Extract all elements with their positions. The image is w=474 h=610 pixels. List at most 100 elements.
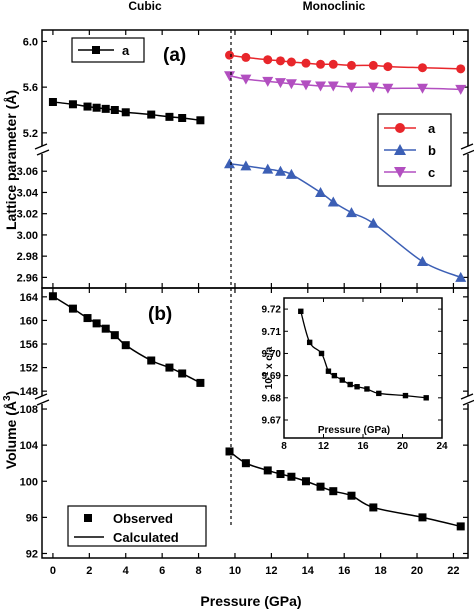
x-tick-label: 6: [159, 565, 165, 577]
axis-break-mark: [36, 149, 50, 156]
inset-x-tick-label: 20: [397, 441, 409, 452]
data-point: [262, 76, 274, 87]
y-tick-label: 5.6: [23, 82, 38, 94]
data-point: [455, 271, 467, 282]
phase-label-cubic: Cubic: [128, 0, 162, 13]
inset-frame: [283, 297, 443, 439]
data-point: [383, 62, 393, 72]
inset-x-tick-label: 24: [436, 441, 448, 452]
panel-b-frame: [41, 287, 469, 559]
data-point: [298, 308, 304, 315]
data-point: [263, 466, 272, 475]
axis-break-gap: [36, 146, 48, 154]
data-point: [225, 447, 234, 456]
legend-mono-b-marker: [394, 144, 406, 155]
subplot-a-upper: 5.2 5.6 6.0: [23, 36, 468, 140]
data-point: [240, 74, 252, 85]
axis-break-mark: [462, 149, 474, 156]
data-point: [196, 378, 205, 387]
data-point: [345, 82, 357, 93]
inset-y-tick-label: 9.71: [262, 327, 282, 338]
y-tick-label: 152: [20, 363, 38, 375]
data-point: [241, 52, 251, 62]
panel-frames: 0 2 4 6 8 10 12 14 16 18 20 22: [34, 29, 474, 577]
data-point: [121, 108, 130, 117]
legend-mono-a-marker: [395, 123, 405, 133]
data-point: [301, 477, 310, 486]
data-point: [48, 98, 57, 106]
legend-mono-b-label: b: [428, 143, 436, 158]
y-tick-label: 3.02: [17, 209, 38, 221]
y-tick-label: 156: [20, 339, 38, 351]
axis-break-mark: [36, 399, 50, 406]
data-point: [325, 368, 332, 374]
data-point: [347, 491, 356, 500]
data-point: [274, 165, 286, 176]
axis-break-mark: [462, 399, 474, 406]
series-a-monoclinic: [225, 50, 466, 74]
legend-cubic-a-marker: [92, 46, 100, 54]
inset-series: [298, 308, 429, 401]
legend-observed-marker: [84, 514, 92, 522]
inset-ylabel-sup: -1: [263, 372, 270, 378]
data-point: [301, 58, 311, 68]
inset-x-tick-label: 12: [318, 441, 330, 452]
data-point: [165, 363, 174, 372]
data-point: [455, 84, 467, 95]
data-point: [83, 314, 92, 323]
y-tick-label: 3.00: [17, 230, 38, 242]
data-point: [276, 470, 285, 479]
legend-calculated-label: Calculated: [113, 530, 179, 545]
inset-y-tick-label: 9.72: [262, 305, 282, 316]
phase-label-monoclinic: Monoclinic: [303, 0, 366, 13]
inset-chart: Pressure (GPa) 10-1 x c/a 8 12 16 20 24 9.67 9…: [262, 297, 448, 452]
data-point: [68, 304, 77, 313]
inset-ylabel: 10-1 x c/a: [263, 346, 275, 389]
x-tick-label: 8: [196, 565, 202, 577]
data-point: [347, 381, 353, 388]
y-tick-label: 3.04: [17, 187, 39, 199]
data-point: [285, 168, 297, 179]
data-point: [376, 390, 382, 397]
data-point: [262, 163, 274, 174]
data-point: [110, 106, 119, 114]
y-tick-label: 96: [26, 512, 38, 524]
data-point: [402, 392, 409, 399]
data-point: [328, 59, 338, 69]
data-point: [417, 63, 427, 73]
data-point: [275, 56, 285, 66]
legend-monoclinic: a b c: [377, 113, 452, 187]
axis-break-gap: [462, 396, 474, 404]
y-tick-label: 92: [26, 548, 38, 560]
data-point: [178, 114, 187, 122]
inset-x-tick-label: 8: [281, 441, 287, 452]
data-point: [315, 186, 327, 197]
data-point: [224, 71, 236, 82]
data-point: [318, 350, 325, 357]
inset-ylabel-pre: 10: [264, 378, 275, 390]
inset-x-tick-label: 16: [357, 441, 369, 452]
legend-mono-c-marker: [394, 167, 406, 178]
data-point: [110, 331, 119, 340]
y-tick-label: 2.96: [17, 272, 38, 284]
data-point: [346, 60, 356, 70]
legend-cubic-a-label: a: [122, 43, 130, 58]
data-point: [263, 55, 273, 65]
axis-break-mark: [460, 143, 474, 150]
x-tick-label: 22: [447, 565, 459, 577]
y-tick-label: 104: [20, 440, 39, 452]
inset-y-tick-label: 9.68: [262, 393, 282, 404]
data-point: [354, 384, 360, 390]
data-point: [68, 100, 77, 109]
series-observed-monoclinic: [225, 447, 465, 531]
y-tick-label: 2.98: [17, 251, 38, 263]
x-tick-label: 4: [123, 565, 130, 577]
series-a-cubic: [48, 98, 205, 125]
y-tick-label: 5.2: [23, 128, 38, 140]
subplot-b-lower: 92 96 100 104 108: [20, 404, 468, 560]
data-point: [196, 116, 205, 125]
data-point: [285, 79, 297, 90]
data-point: [225, 50, 235, 60]
axis-break-mark: [34, 143, 48, 150]
x-axis-title: Pressure (GPa): [200, 593, 301, 609]
